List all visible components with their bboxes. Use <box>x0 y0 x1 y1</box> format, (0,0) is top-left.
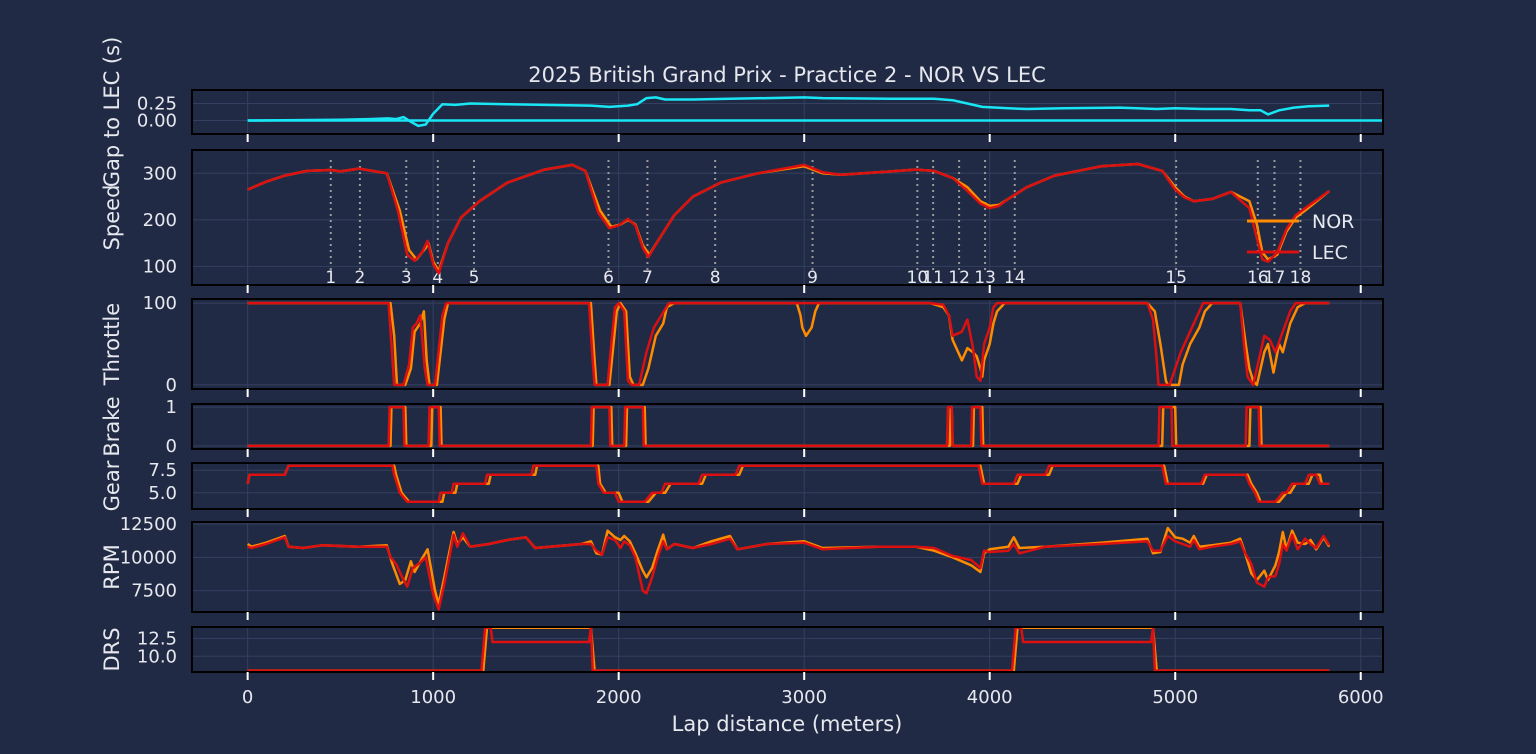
y-tick-label: 300 <box>143 163 177 184</box>
x-tick-label: 2000 <box>596 687 642 708</box>
y-axis-label: Brake <box>100 396 124 456</box>
y-tick-label: 0 <box>166 436 177 457</box>
corner-label: 11 <box>922 268 944 288</box>
corner-label: 18 <box>1290 268 1312 288</box>
corner-label: 12 <box>948 268 970 288</box>
y-axis-label: RPM <box>100 544 124 589</box>
corner-label: 16 <box>1247 268 1269 288</box>
corner-label: 3 <box>401 268 412 288</box>
corner-label: 17 <box>1264 268 1286 288</box>
y-tick-label: 0.25 <box>137 94 177 115</box>
series-line-lec <box>247 405 1330 448</box>
corner-label: 10 <box>907 268 929 288</box>
corner-label: 7 <box>642 268 653 288</box>
panel-frame <box>191 521 1384 613</box>
series-line-lec <box>247 162 1330 275</box>
panel-throttle: 0 100 Throttle <box>100 293 1384 397</box>
corner-label: 6 <box>603 268 614 288</box>
y-tick-label: 100 <box>143 293 177 314</box>
y-axis-label: DRS <box>100 627 124 671</box>
y-tick-label: 7500 <box>131 581 177 602</box>
y-tick-label: 10000 <box>120 547 177 568</box>
y-axis-label: Throttle <box>100 303 124 386</box>
series-line-lec <box>247 532 1331 611</box>
panel-frame <box>191 298 1384 390</box>
corner-label: 13 <box>974 268 996 288</box>
series-line-lec <box>246 464 1330 504</box>
series-line-lec <box>247 301 1330 387</box>
panel-rpm: 7500 10000 12500 RPM <box>100 514 1384 620</box>
y-tick-label: 1 <box>166 397 177 418</box>
panel-frame <box>191 462 1384 510</box>
y-tick-label: 7.5 <box>148 460 177 481</box>
panel-gear: 5.07.5 Gear <box>100 460 1384 517</box>
y-tick-label: 0 <box>166 375 177 396</box>
y-axis-label: Speed <box>100 185 124 251</box>
corner-label: 2 <box>354 268 365 288</box>
y-tick-label: 5.0 <box>148 483 177 504</box>
panel-frame <box>191 403 1384 450</box>
series-line-gap <box>247 96 1330 128</box>
panel-brake: 0 1 Brake <box>100 396 1384 457</box>
legend-entry: NOR <box>1312 211 1354 233</box>
y-tick-label: 12.5 <box>137 628 177 649</box>
legend: NOR LEC <box>1247 211 1354 264</box>
legend-entry: LEC <box>1312 242 1348 264</box>
y-tick-label: 100 <box>143 256 177 277</box>
y-axis-label: Gap to LEC (s) <box>100 37 124 188</box>
x-axis-label: Lap distance (meters) <box>672 712 903 736</box>
x-tick-label: 5000 <box>1152 687 1198 708</box>
y-tick-label: 0.00 <box>137 110 177 131</box>
panel-frame <box>191 626 1384 673</box>
corner-label: 5 <box>469 268 480 288</box>
corner-label: 8 <box>710 268 721 288</box>
corner-label: 9 <box>807 268 818 288</box>
x-tick-label: 6000 <box>1338 687 1384 708</box>
corner-label: 4 <box>432 268 443 288</box>
x-tick-label: 1000 <box>410 687 456 708</box>
x-tick-label: 4000 <box>967 687 1013 708</box>
corner-label: 1 <box>325 268 336 288</box>
corner-label: 14 <box>1004 268 1026 288</box>
panel-gap: 0.000.25 Gap to LEC (s) <box>100 37 1384 188</box>
panel-drs: 10.012.5 DRS <box>100 626 1384 680</box>
chart-title: 2025 British Grand Prix - Practice 2 - N… <box>528 63 1046 87</box>
y-tick-label: 200 <box>143 210 177 231</box>
x-tick-label: 3000 <box>781 687 827 708</box>
panel-frame <box>191 149 1384 286</box>
x-tick-label: 0 <box>242 687 253 708</box>
corner-label: 15 <box>1165 268 1187 288</box>
y-axis-label: Gear <box>100 460 124 511</box>
y-tick-label: 10.0 <box>137 646 177 667</box>
panel-frame <box>191 89 1384 135</box>
y-tick-label: 12500 <box>120 514 177 535</box>
